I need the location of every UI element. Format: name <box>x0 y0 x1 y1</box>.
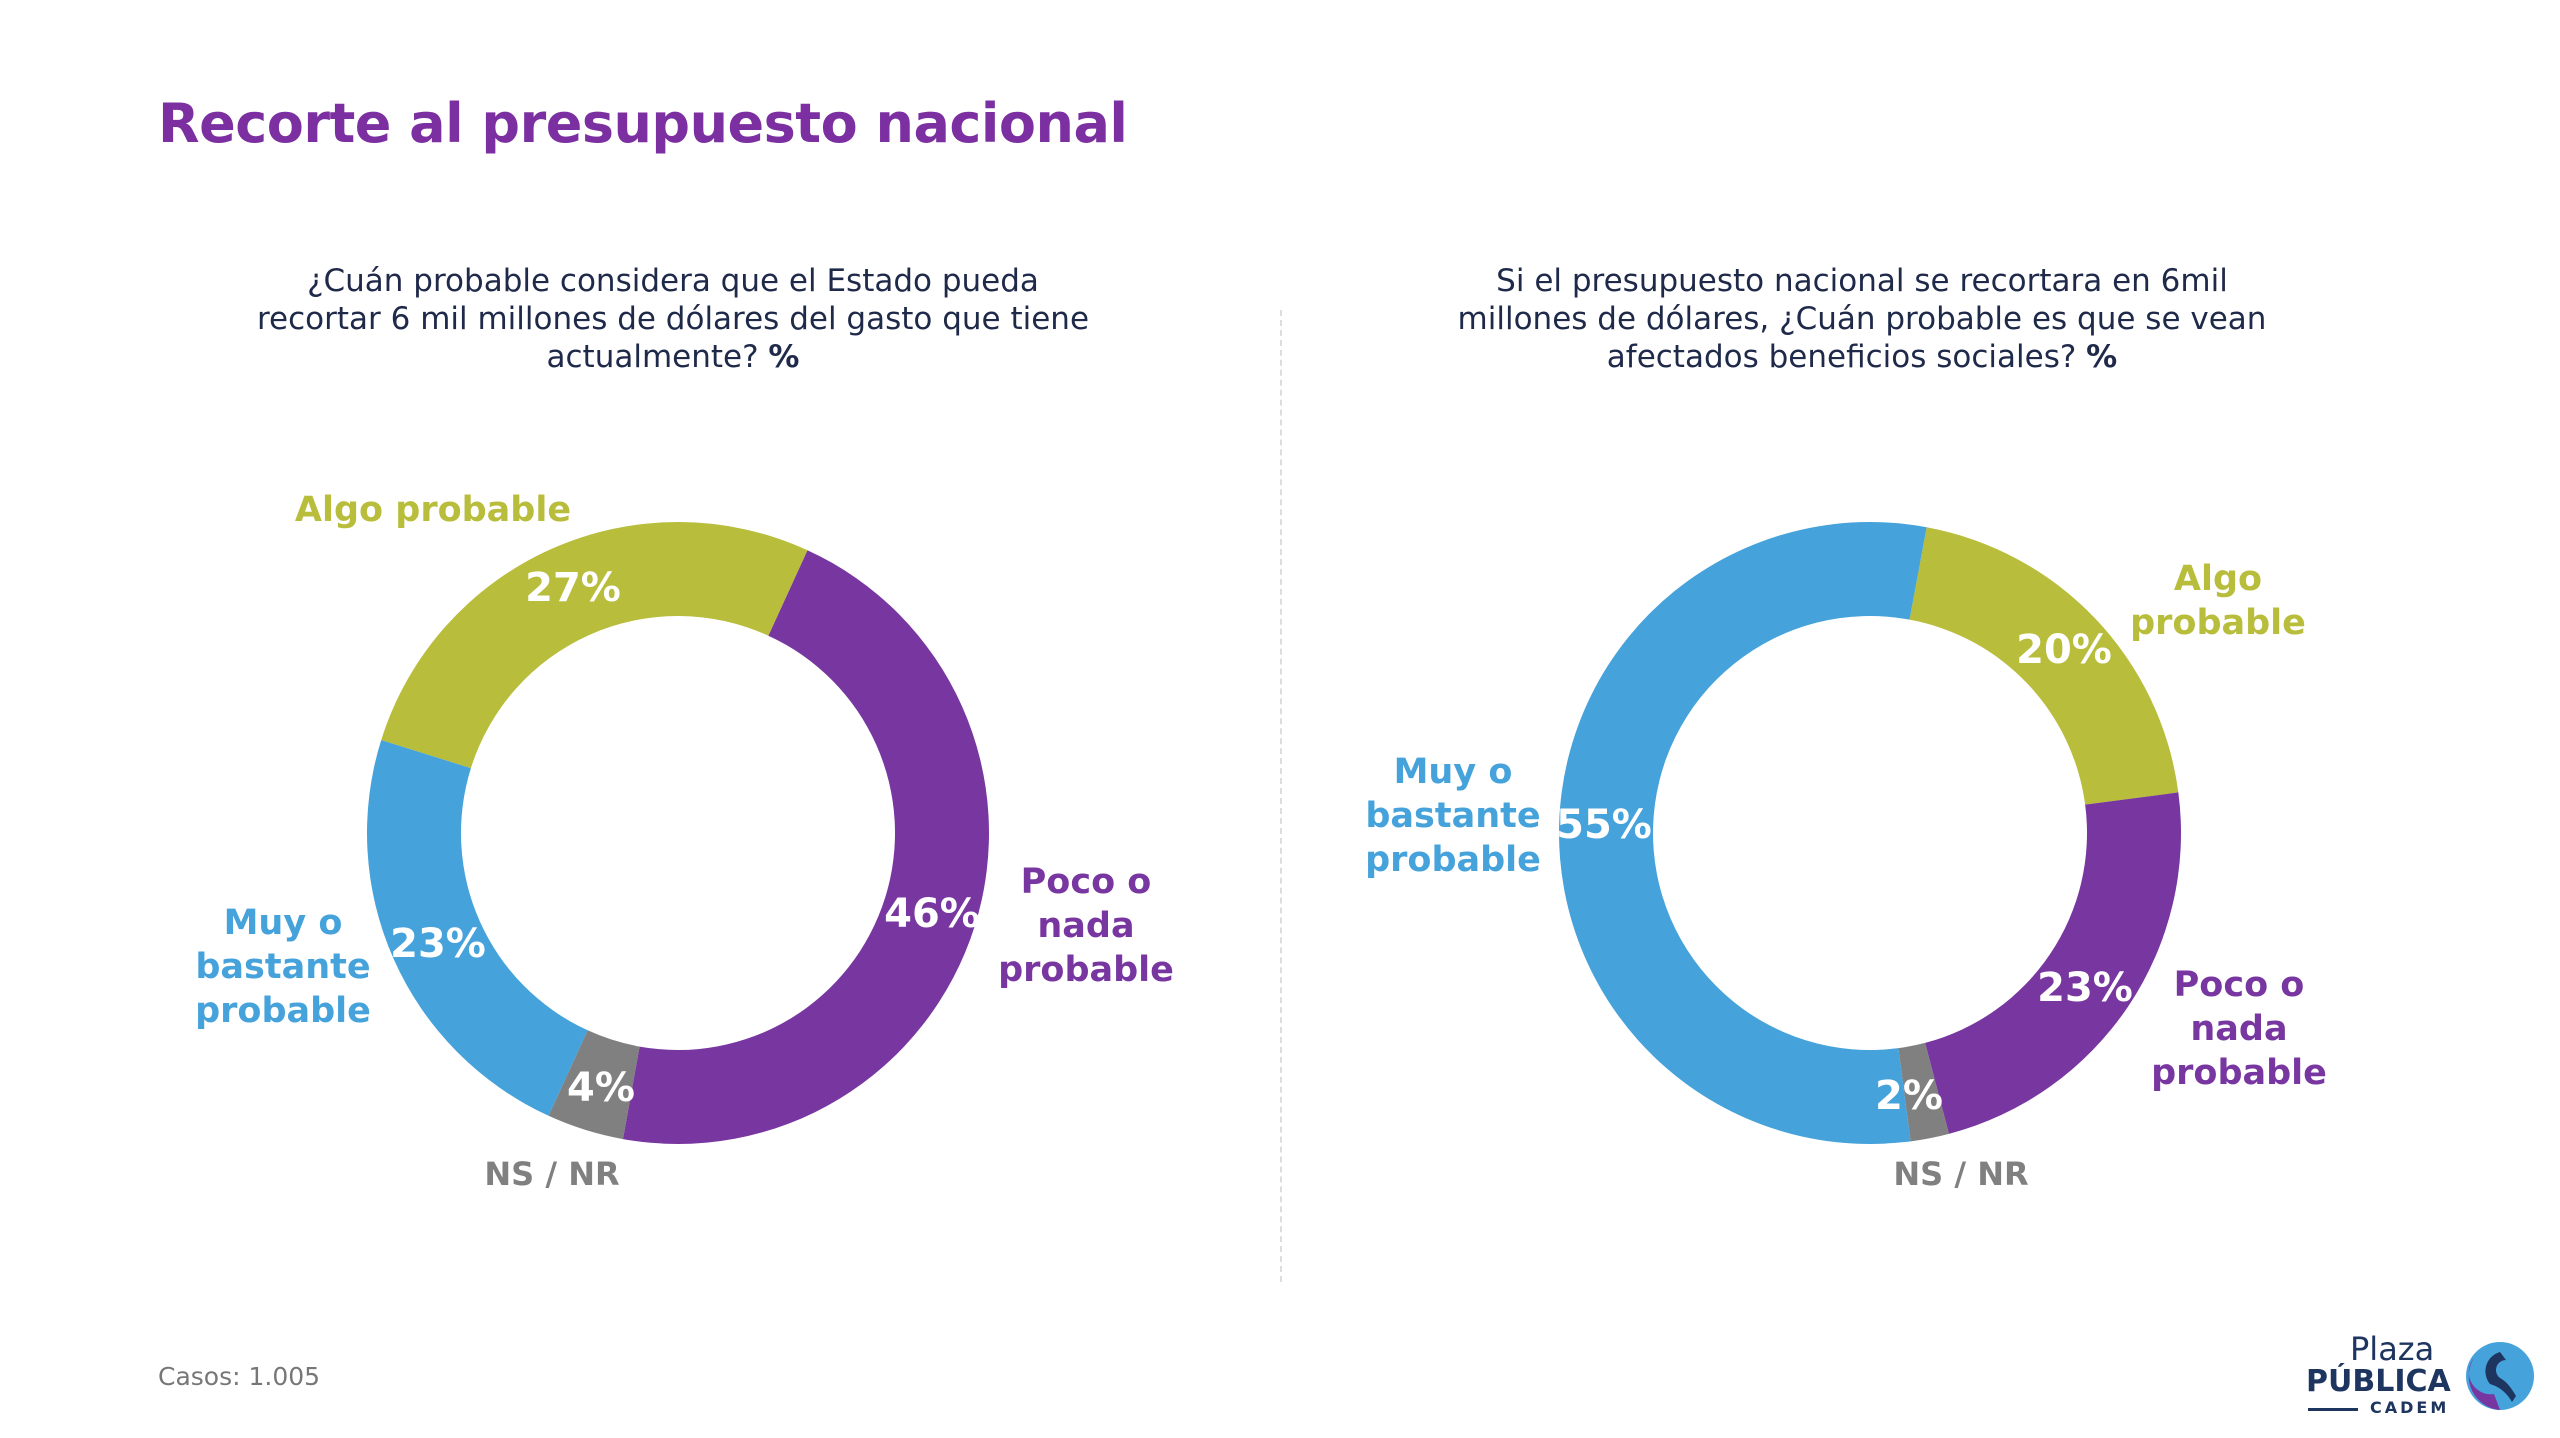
question-right-suffix: % <box>2086 339 2118 375</box>
plaza-publica-logo: Plaza PÚBLICA CADEM <box>2300 1330 2550 1430</box>
label-algo-right: Algo probable <box>2130 559 2306 643</box>
label-muy-left: Muy o bastante probable <box>195 903 371 1031</box>
label-ns-left: NS / NR <box>484 1155 620 1193</box>
label-ns-right: NS / NR <box>1893 1155 2029 1193</box>
pct-poco-left: 46% <box>884 891 980 937</box>
logo-bubble-icon <box>2466 1342 2534 1410</box>
divider <box>1280 310 1282 1282</box>
logo-line3: CADEM <box>2370 1398 2450 1417</box>
question-left-suffix: % <box>768 339 800 375</box>
donut-slice-right-3 <box>1559 521 1927 1144</box>
pct-algo-right: 20% <box>2016 627 2112 673</box>
label-poco-left: Poco o nada probable <box>998 862 1174 990</box>
donut-slice-right-2 <box>1898 1042 1949 1142</box>
donut-slice-left-2 <box>367 739 588 1116</box>
pct-ns-right: 2% <box>1875 1073 1943 1119</box>
label-muy-right: Muy o bastante probable <box>1365 752 1541 880</box>
sample-size: Casos: 1.005 <box>158 1362 321 1391</box>
donut-slice-right-0 <box>1909 527 2179 805</box>
label-poco-right: Poco o nada probable <box>2151 965 2327 1093</box>
pct-muy-right: 55% <box>1556 802 1652 848</box>
pct-algo-left: 27% <box>525 565 621 611</box>
logo-line2: PÚBLICA <box>2306 1364 2451 1399</box>
label-algo-left: Algo probable <box>294 490 572 530</box>
donut-slice-right-1 <box>1925 792 2181 1134</box>
pct-muy-left: 23% <box>390 921 486 967</box>
page-title: Recorte al presupuesto nacional <box>158 92 1128 155</box>
question-left: ¿Cuán probable considera que el Estado p… <box>243 262 1103 376</box>
donut-slice-left-3 <box>381 522 808 769</box>
donut-slice-left-1 <box>548 1030 640 1140</box>
donut-slice-left-0 <box>622 550 989 1144</box>
question-left-text: ¿Cuán probable considera que el Estado p… <box>256 263 1090 375</box>
logo-line1: Plaza <box>2350 1330 2435 1368</box>
question-right: Si el presupuesto nacional se recortara … <box>1432 262 2292 376</box>
question-right-text: Si el presupuesto nacional se recortara … <box>1457 263 2267 375</box>
pct-ns-left: 4% <box>567 1065 635 1111</box>
pct-poco-right: 23% <box>2037 965 2133 1011</box>
logo-underline <box>2308 1408 2358 1411</box>
